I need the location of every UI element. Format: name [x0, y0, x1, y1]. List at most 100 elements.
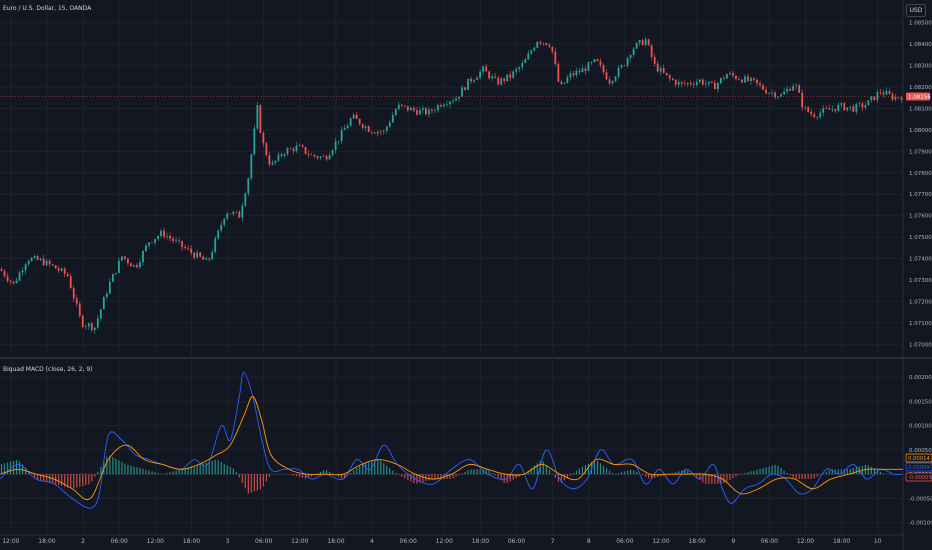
- candle-body: [819, 112, 822, 118]
- candle-body: [3, 270, 6, 277]
- candle-body: [783, 91, 786, 95]
- candle-body: [795, 85, 798, 86]
- candle-body: [512, 71, 515, 78]
- candle-body: [69, 276, 72, 289]
- candle-body: [900, 97, 903, 100]
- x-tick-label: 06:00: [761, 538, 778, 545]
- candle-body: [662, 68, 665, 73]
- candle-body: [641, 40, 644, 46]
- candle-body: [500, 78, 503, 85]
- candle-body: [220, 224, 223, 231]
- indicator-value-label: 0.00009: [908, 465, 930, 471]
- candle-body: [364, 126, 367, 128]
- candle-body: [846, 107, 849, 111]
- candle-body: [319, 156, 322, 159]
- candle-body: [226, 213, 229, 219]
- candle-body: [105, 293, 108, 298]
- candle-body: [412, 107, 415, 111]
- candle-body: [286, 148, 289, 155]
- signal-line: [0, 396, 903, 501]
- candle-body: [710, 81, 713, 83]
- indicator-value-tag: [905, 462, 932, 472]
- price-tick-label: 1.08100: [909, 106, 932, 112]
- candle-body: [665, 72, 668, 76]
- candle-body: [211, 251, 214, 260]
- currency-button[interactable]: USD: [906, 4, 926, 17]
- candle-body: [479, 71, 481, 78]
- price-tick-label: 1.07700: [909, 192, 932, 198]
- candle-body: [822, 108, 825, 113]
- candle-body: [476, 77, 478, 80]
- candle-body: [894, 97, 897, 100]
- x-tick-label: 18:00: [183, 538, 200, 545]
- candle-body: [753, 78, 755, 80]
- x-tick-label: 06:00: [255, 538, 272, 545]
- price-tick-label: 1.07400: [909, 257, 932, 263]
- last-price-tag: [906, 92, 930, 101]
- candle-body: [253, 128, 256, 155]
- candle-body: [596, 59, 599, 62]
- candle-body: [584, 68, 587, 72]
- candle-body: [560, 81, 563, 84]
- candle-body: [668, 75, 671, 79]
- candle-body: [876, 92, 879, 101]
- x-tick-label: 12:00: [797, 538, 814, 545]
- candle-body: [18, 272, 21, 281]
- candle-body: [163, 230, 165, 237]
- indicator-tick-label: 0.00200: [909, 375, 932, 381]
- indicator-value-label: -0.00005: [908, 475, 932, 481]
- candle-body: [265, 143, 268, 156]
- candle-body: [885, 91, 888, 95]
- candle-body: [656, 63, 659, 72]
- candle-body: [611, 80, 614, 84]
- candle-body: [738, 79, 740, 80]
- x-tick-label: 06:00: [508, 538, 525, 545]
- candle-body: [244, 193, 247, 206]
- candle-body: [533, 47, 536, 51]
- x-tick-label: 06:00: [111, 538, 128, 545]
- candle-body: [521, 63, 524, 68]
- candle-body: [852, 106, 855, 112]
- candle-body: [789, 88, 792, 91]
- candle-body: [698, 79, 701, 83]
- candle-body: [689, 82, 692, 85]
- x-tick-label: 18:00: [472, 538, 489, 545]
- candle-body: [774, 92, 776, 98]
- price-tick-label: 1.07100: [909, 321, 932, 327]
- candle-body: [557, 64, 560, 82]
- candle-body: [415, 110, 418, 115]
- candle-body: [391, 115, 394, 123]
- candle-body: [488, 71, 491, 79]
- candle-body: [139, 262, 141, 268]
- indicator-tick-label: -0.00100: [909, 521, 932, 527]
- candle-body: [599, 61, 602, 66]
- candle-body: [674, 80, 677, 85]
- candle-body: [771, 92, 773, 94]
- candle-body: [322, 156, 325, 157]
- candle-body: [816, 117, 819, 118]
- candle-body: [587, 62, 590, 72]
- candle-body: [39, 258, 42, 260]
- candle-body: [831, 109, 834, 110]
- candle-body: [629, 55, 632, 58]
- indicator-tick-label: -0.00050: [909, 496, 932, 502]
- candle-body: [63, 268, 66, 274]
- candle-body: [458, 96, 460, 99]
- candle-body: [614, 76, 617, 81]
- candle-body: [187, 248, 190, 249]
- candle-body: [825, 108, 828, 109]
- candle-body: [274, 160, 277, 163]
- candle-body: [602, 65, 605, 73]
- candle-body: [199, 252, 202, 257]
- candle-body: [361, 124, 364, 128]
- candle-body: [701, 79, 704, 85]
- candle-body: [84, 326, 87, 328]
- candle-body: [762, 85, 764, 90]
- price-tick-label: 1.08500: [909, 21, 932, 27]
- candle-body: [518, 67, 521, 70]
- candle-body: [21, 270, 24, 273]
- candle-body: [232, 211, 235, 215]
- candle-body: [193, 252, 196, 258]
- candle-body: [160, 230, 162, 237]
